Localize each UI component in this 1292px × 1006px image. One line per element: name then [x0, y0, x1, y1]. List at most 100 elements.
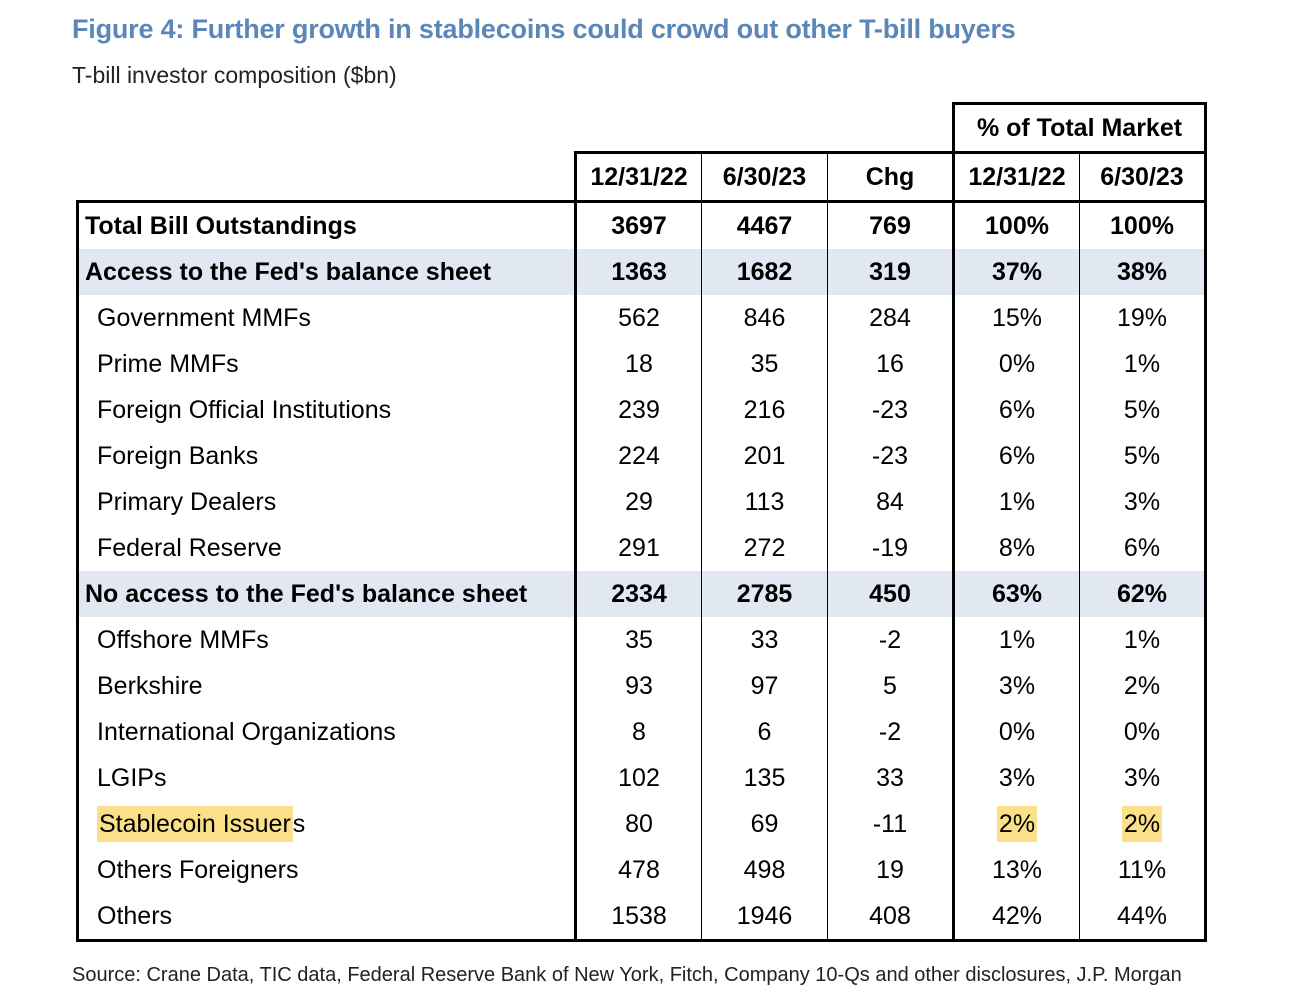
table-row: Primary Dealers 29 113 84 1% 3% [76, 479, 1207, 525]
row-value: 224 [574, 433, 702, 479]
stablecoin-pct-highlight: 2% [996, 806, 1038, 842]
table-row: Others Foreigners 478 498 19 13% 11% [76, 847, 1207, 893]
row-value: 1% [952, 479, 1080, 525]
row-value: 0% [952, 341, 1080, 387]
row-value: 19 [827, 847, 954, 893]
table-row: Foreign Banks 224 201 -23 6% 5% [76, 433, 1207, 479]
row-value: 408 [827, 893, 954, 942]
row-value: 4467 [701, 200, 828, 249]
row-value: 450 [827, 571, 954, 617]
row-value: 239 [574, 387, 702, 433]
row-value: 1946 [701, 893, 828, 942]
row-value: 97 [701, 663, 828, 709]
header-row-group: % of Total Market [78, 102, 1207, 153]
table-row: International Organizations 8 6 -2 0% 0% [76, 709, 1207, 755]
row-value: 0% [1079, 709, 1207, 755]
table-row: Berkshire 93 97 5 3% 2% [76, 663, 1207, 709]
row-value: 2% [1079, 801, 1207, 847]
row-value: 2785 [701, 571, 828, 617]
row-label: Federal Reserve [76, 525, 576, 571]
row-label: Berkshire [76, 663, 576, 709]
row-value: 846 [701, 295, 828, 341]
row-value: 69 [701, 801, 828, 847]
row-value: -2 [827, 709, 954, 755]
row-value: 44% [1079, 893, 1207, 942]
row-value: 80 [574, 801, 702, 847]
row-value: 38% [1079, 249, 1207, 295]
row-value: 1% [952, 617, 1080, 663]
row-value: 15% [952, 295, 1080, 341]
stablecoin-pct-highlight: 2% [1121, 806, 1163, 842]
table-row: Foreign Official Institutions 239 216 -2… [76, 387, 1207, 433]
row-value: 272 [701, 525, 828, 571]
row-value: 3% [1079, 479, 1207, 525]
row-value: 135 [701, 755, 828, 801]
row-value: 62% [1079, 571, 1207, 617]
col-header-chg: Chg [827, 151, 954, 202]
row-value: 42% [952, 893, 1080, 942]
row-value: 18 [574, 341, 702, 387]
row-value: 84 [827, 479, 954, 525]
row-value: -2 [827, 617, 954, 663]
table-row: No access to the Fed's balance sheet 233… [76, 571, 1207, 617]
row-value: 6 [701, 709, 828, 755]
figure-title: Figure 4: Further growth in stablecoins … [72, 14, 1016, 44]
row-value: 100% [1079, 200, 1207, 249]
row-value: 1% [1079, 617, 1207, 663]
row-value: 2% [1079, 663, 1207, 709]
row-value: 319 [827, 249, 954, 295]
table-row-stablecoin: Stablecoin Issuers 80 69 -11 2% 2% [76, 801, 1207, 847]
row-value: 5 [827, 663, 954, 709]
col-header-pct-1231-22: 12/31/22 [952, 151, 1080, 202]
row-value: 3% [1079, 755, 1207, 801]
row-label: Stablecoin Issuers [76, 801, 576, 847]
row-value: 63% [952, 571, 1080, 617]
row-value: 3697 [574, 200, 702, 249]
row-value: -11 [827, 801, 954, 847]
col-header-0630-23: 6/30/23 [701, 151, 828, 202]
row-value: 284 [827, 295, 954, 341]
row-value: 8 [574, 709, 702, 755]
row-value: 769 [827, 200, 954, 249]
row-value: 8% [952, 525, 1080, 571]
row-value: 216 [701, 387, 828, 433]
row-value: 11% [1079, 847, 1207, 893]
row-label: Offshore MMFs [76, 617, 576, 663]
row-label: Total Bill Outstandings [76, 200, 576, 249]
row-value: 102 [574, 755, 702, 801]
row-value: 498 [701, 847, 828, 893]
row-value: 6% [1079, 525, 1207, 571]
table-row: Prime MMFs 18 35 16 0% 1% [76, 341, 1207, 387]
row-value: 37% [952, 249, 1080, 295]
table-row: Government MMFs 562 846 284 15% 19% [76, 295, 1207, 341]
row-label: Access to the Fed's balance sheet [76, 249, 576, 295]
row-value: 16 [827, 341, 954, 387]
row-value: 5% [1079, 433, 1207, 479]
row-value: 35 [574, 617, 702, 663]
row-value: 2% [952, 801, 1080, 847]
row-value: -23 [827, 387, 954, 433]
row-value: 2334 [574, 571, 702, 617]
row-value: 0% [952, 709, 1080, 755]
row-value: 33 [701, 617, 828, 663]
col-header-1231-22: 12/31/22 [574, 151, 702, 202]
table-row: Others 1538 1946 408 42% 44% [76, 893, 1207, 942]
row-label: Others [76, 893, 576, 942]
row-label: Government MMFs [76, 295, 576, 341]
row-value: 93 [574, 663, 702, 709]
row-label: No access to the Fed's balance sheet [76, 571, 576, 617]
row-value: 291 [574, 525, 702, 571]
row-label: International Organizations [76, 709, 576, 755]
row-value: 201 [701, 433, 828, 479]
row-label: Foreign Banks [76, 433, 576, 479]
row-value: 6% [952, 433, 1080, 479]
row-value: 3% [952, 755, 1080, 801]
table-row: Access to the Fed's balance sheet 1363 1… [76, 249, 1207, 295]
stablecoin-label-suffix: s [292, 810, 306, 838]
row-value: 562 [574, 295, 702, 341]
row-value: 1363 [574, 249, 702, 295]
header-row-columns: 12/31/22 6/30/23 Chg 12/31/22 6/30/23 [78, 151, 1207, 202]
row-value: 113 [701, 479, 828, 525]
row-label: Foreign Official Institutions [76, 387, 576, 433]
row-value: 1682 [701, 249, 828, 295]
